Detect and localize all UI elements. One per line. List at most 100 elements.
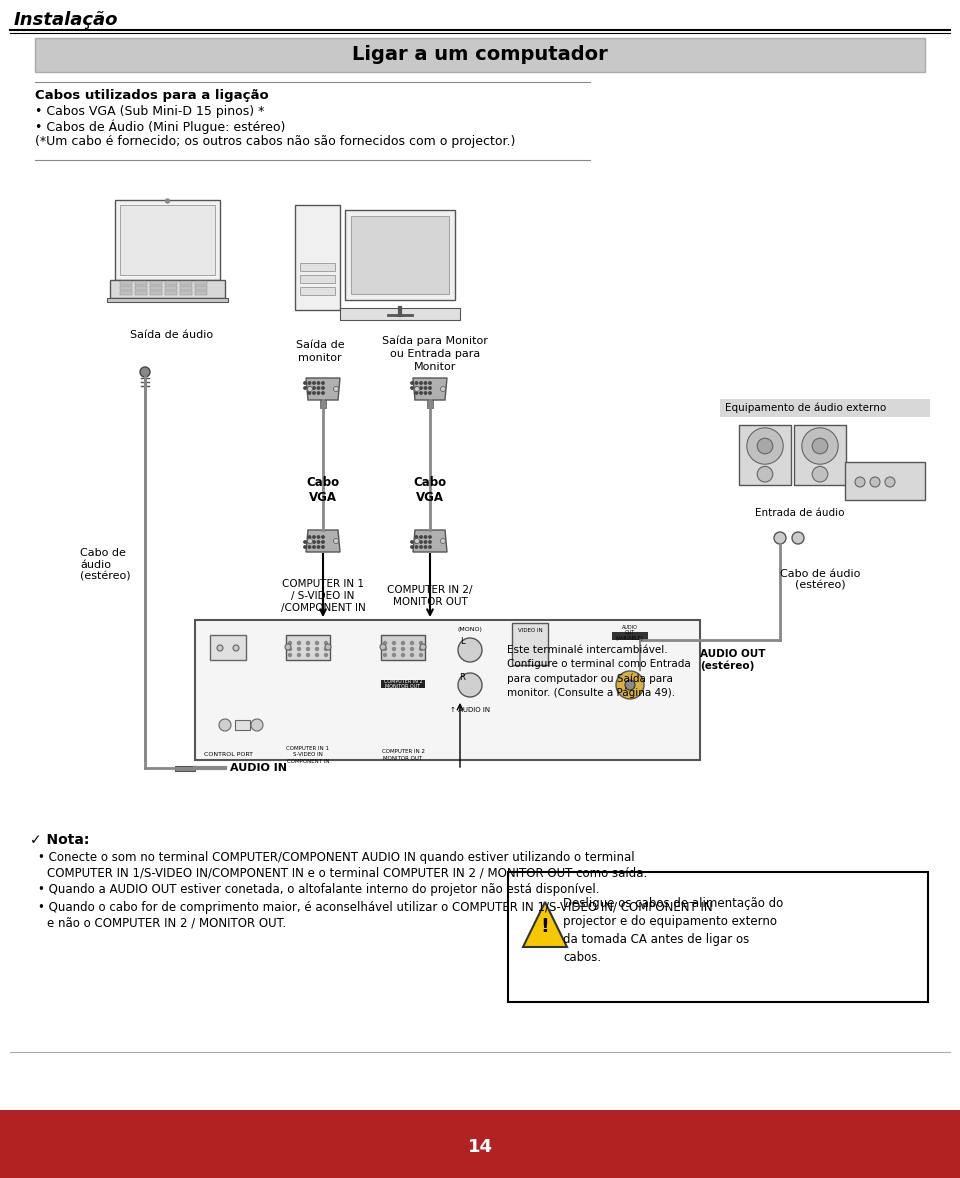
Bar	[300, 263, 335, 271]
Circle shape	[303, 386, 306, 389]
Circle shape	[313, 392, 315, 395]
Circle shape	[424, 382, 426, 384]
Circle shape	[324, 654, 327, 656]
Circle shape	[458, 673, 482, 697]
Circle shape	[792, 532, 804, 544]
Bar	[165, 286, 177, 290]
Circle shape	[411, 382, 413, 384]
Bar	[115, 200, 220, 280]
Circle shape	[424, 541, 426, 543]
Circle shape	[298, 642, 300, 644]
Circle shape	[316, 648, 319, 650]
Circle shape	[298, 648, 300, 650]
Bar	[175, 766, 195, 770]
Circle shape	[401, 654, 404, 656]
Circle shape	[747, 428, 783, 464]
Circle shape	[217, 646, 223, 651]
Circle shape	[424, 392, 426, 395]
Circle shape	[306, 654, 309, 656]
Circle shape	[411, 541, 413, 543]
Circle shape	[812, 466, 828, 482]
Circle shape	[308, 392, 311, 395]
Circle shape	[757, 466, 773, 482]
Circle shape	[411, 648, 414, 650]
Circle shape	[429, 386, 431, 389]
Circle shape	[380, 644, 386, 650]
Circle shape	[318, 386, 320, 389]
Circle shape	[401, 648, 404, 650]
Text: • Cabos de Áudio (Mini Plugue: estéreo): • Cabos de Áudio (Mini Plugue: estéreo)	[35, 120, 285, 134]
Circle shape	[416, 545, 418, 548]
Bar	[195, 291, 207, 294]
Circle shape	[251, 719, 263, 732]
Text: Cabo de
áudio
(estéreo): Cabo de áudio (estéreo)	[80, 549, 131, 582]
Polygon shape	[413, 378, 447, 401]
Text: R: R	[459, 673, 465, 682]
Circle shape	[318, 536, 320, 538]
Circle shape	[313, 386, 315, 389]
Text: VIDEO IN: VIDEO IN	[517, 629, 542, 634]
Bar	[381, 680, 425, 688]
Bar	[286, 635, 330, 660]
Bar	[845, 462, 925, 499]
Polygon shape	[523, 902, 567, 947]
Polygon shape	[413, 530, 447, 552]
Text: COMPUTER IN 2/
MONITOR OUT: COMPUTER IN 2/ MONITOR OUT	[387, 585, 472, 607]
Text: CONTROL PORT: CONTROL PORT	[204, 753, 252, 757]
Text: • Quando o cabo for de comprimento maior, é aconselhável utilizar o COMPUTER IN : • Quando o cabo for de comprimento maior…	[38, 901, 712, 914]
Circle shape	[233, 646, 239, 651]
Circle shape	[219, 719, 231, 732]
Circle shape	[308, 382, 311, 384]
Circle shape	[616, 671, 644, 699]
Bar	[0, 1110, 960, 1178]
Bar	[340, 307, 460, 320]
Circle shape	[774, 532, 786, 544]
Circle shape	[416, 536, 418, 538]
Bar	[427, 401, 433, 408]
Text: • Quando a AUDIO OUT estiver conetada, o altofalante interno do projetor não est: • Quando a AUDIO OUT estiver conetada, o…	[38, 884, 599, 896]
Text: Ligar a um computador: Ligar a um computador	[352, 46, 608, 65]
Text: AUDIO OUT
(estéreo): AUDIO OUT (estéreo)	[700, 649, 765, 671]
Circle shape	[429, 382, 431, 384]
Circle shape	[318, 392, 320, 395]
Bar	[180, 286, 192, 290]
Circle shape	[870, 477, 880, 487]
Text: COMPUTER IN 1/S-VIDEO IN/COMPONENT IN e o terminal COMPUTER IN 2 / MONITOR OUT c: COMPUTER IN 1/S-VIDEO IN/COMPONENT IN e …	[47, 867, 647, 880]
Bar	[300, 274, 335, 283]
Circle shape	[420, 392, 422, 395]
Circle shape	[416, 382, 418, 384]
Bar	[150, 282, 162, 285]
Circle shape	[322, 386, 324, 389]
Bar	[210, 635, 246, 660]
Bar	[195, 282, 207, 285]
Circle shape	[324, 648, 327, 650]
Text: COMPUTER IN 2
MONITOR OUT: COMPUTER IN 2 MONITOR OUT	[381, 749, 424, 761]
Circle shape	[393, 642, 396, 644]
Circle shape	[424, 545, 426, 548]
Circle shape	[303, 382, 306, 384]
Circle shape	[420, 642, 422, 644]
Circle shape	[420, 382, 422, 384]
Text: • Cabos VGA (Sub Mini-D 15 pinos) *: • Cabos VGA (Sub Mini-D 15 pinos) *	[35, 106, 264, 119]
Text: Este terminalé intercambiável.
Configure o terminal como Entrada
para computador: Este terminalé intercambiável. Configure…	[507, 646, 691, 699]
Circle shape	[285, 644, 291, 650]
Circle shape	[411, 642, 414, 644]
Bar	[120, 286, 132, 290]
Circle shape	[289, 654, 292, 656]
Circle shape	[322, 541, 324, 543]
Bar	[110, 280, 225, 298]
Circle shape	[420, 644, 426, 650]
Circle shape	[140, 368, 150, 377]
Circle shape	[322, 536, 324, 538]
Text: ↑ AUDIO IN: ↑ AUDIO IN	[450, 707, 490, 713]
Circle shape	[458, 638, 482, 662]
Circle shape	[441, 386, 445, 391]
Circle shape	[757, 438, 773, 454]
Circle shape	[313, 545, 315, 548]
Circle shape	[429, 541, 431, 543]
Text: Saída de
monitor: Saída de monitor	[296, 340, 345, 363]
Text: Cabo
VGA: Cabo VGA	[414, 476, 446, 504]
Circle shape	[318, 541, 320, 543]
Bar	[508, 872, 928, 1002]
Text: AUDIO IN: AUDIO IN	[230, 763, 287, 773]
